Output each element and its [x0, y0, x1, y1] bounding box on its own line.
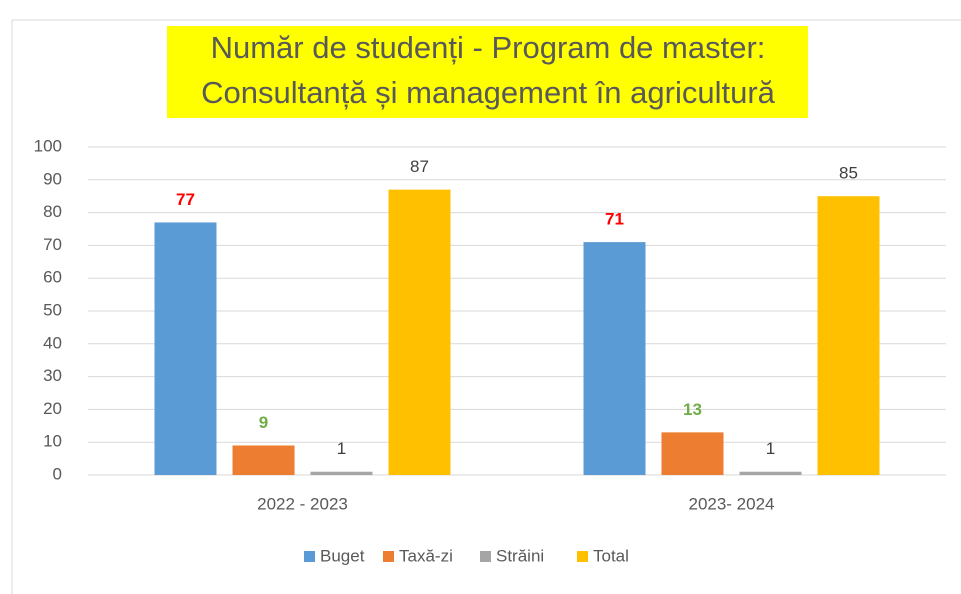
legend-swatch: [304, 551, 315, 562]
legend-swatch: [480, 551, 491, 562]
chart-title: Număr de studenți - Program de master:: [211, 30, 766, 65]
legend-swatch: [383, 551, 394, 562]
legend-label: Buget: [320, 546, 365, 565]
y-tick-label: 50: [43, 300, 62, 319]
x-tick-label: 2022 - 2023: [257, 494, 348, 513]
data-label: 87: [410, 157, 429, 176]
legend-label: Străini: [496, 546, 544, 565]
title-highlight: [167, 26, 808, 118]
y-tick-label: 70: [43, 235, 62, 254]
data-label: 13: [683, 400, 702, 419]
data-label: 9: [259, 413, 268, 432]
chart-title: Consultanță și management în agricultură: [201, 75, 776, 110]
y-tick-label: 10: [43, 432, 62, 451]
bar: [739, 471, 802, 475]
bar: [583, 242, 646, 475]
y-tick-label: 0: [53, 464, 62, 483]
y-tick-label: 80: [43, 202, 62, 221]
legend-label: Total: [593, 546, 629, 565]
data-label: 1: [766, 439, 775, 458]
legend-label: Taxă-zi: [399, 546, 453, 565]
bar: [232, 445, 295, 475]
bar: [154, 222, 217, 475]
data-label: 77: [176, 190, 195, 209]
bar: [310, 471, 373, 475]
data-label: 1: [337, 439, 346, 458]
x-tick-label: 2023- 2024: [688, 494, 774, 513]
y-tick-label: 40: [43, 333, 62, 352]
y-tick-label: 20: [43, 399, 62, 418]
data-label: 85: [839, 164, 858, 183]
bar: [817, 196, 880, 475]
y-tick-label: 90: [43, 169, 62, 188]
data-label: 71: [605, 210, 624, 229]
legend-swatch: [577, 551, 588, 562]
y-tick-label: 30: [43, 366, 62, 385]
bar: [661, 432, 724, 475]
bar: [388, 189, 451, 475]
y-tick-label: 100: [34, 136, 62, 155]
y-tick-label: 60: [43, 268, 62, 287]
